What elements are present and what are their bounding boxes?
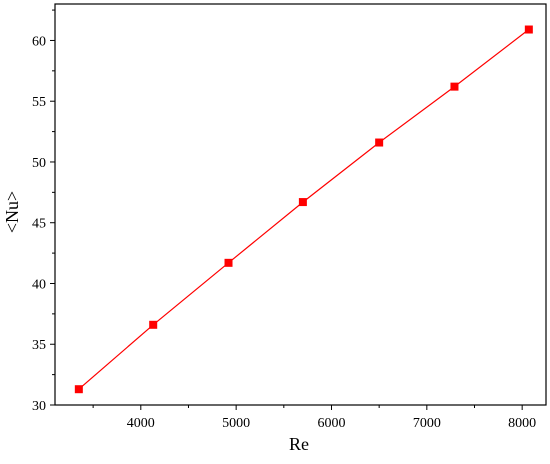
data-point bbox=[149, 320, 158, 329]
y-tick-label: 45 bbox=[32, 217, 46, 232]
x-tick-label: 7000 bbox=[413, 416, 441, 431]
y-tick-label: 50 bbox=[32, 156, 46, 171]
x-tick-label: 4000 bbox=[127, 416, 155, 431]
y-tick-label: 55 bbox=[32, 95, 46, 110]
x-axis-label: Re bbox=[289, 434, 309, 454]
data-point bbox=[298, 198, 307, 207]
x-tick-label: 5000 bbox=[222, 416, 250, 431]
data-point bbox=[524, 25, 533, 34]
data-point bbox=[224, 258, 233, 267]
series-line bbox=[78, 29, 530, 390]
axes: 4000 5000 6000 7000 8000 30 35 40 45 50 55 60 bbox=[32, 3, 547, 431]
data-point bbox=[74, 385, 83, 394]
data-point bbox=[450, 82, 459, 91]
plot-area bbox=[74, 25, 533, 394]
y-tick-label: 35 bbox=[32, 338, 46, 353]
x-tick-label: 8000 bbox=[508, 416, 536, 431]
y-tick-label: 40 bbox=[32, 277, 46, 292]
plot-frame bbox=[54, 3, 547, 406]
y-tick-label: 30 bbox=[32, 399, 46, 414]
y-axis-label: <Nu> bbox=[2, 191, 22, 233]
y-tick-label: 60 bbox=[32, 34, 46, 49]
data-point bbox=[375, 138, 384, 147]
x-tick-label: 6000 bbox=[317, 416, 345, 431]
